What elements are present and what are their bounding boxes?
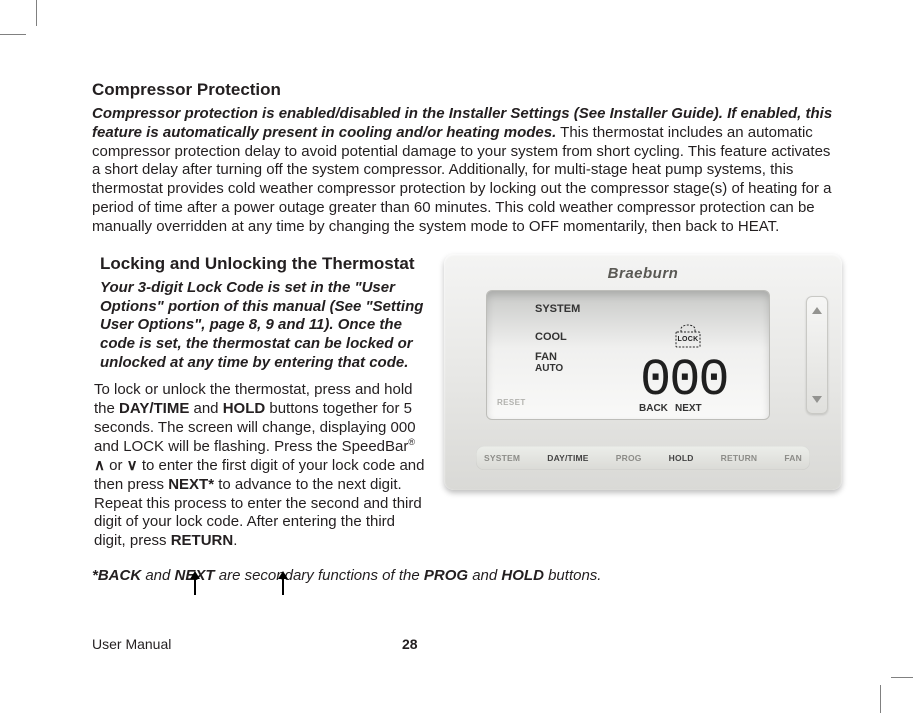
thermostat-screen: SYSTEM COOL FAN AUTO RESET BACK NEXT LOC…: [486, 290, 770, 420]
btn-return[interactable]: RETURN: [717, 448, 762, 468]
up-down-rocker[interactable]: [806, 296, 828, 414]
screen-digits: 000: [640, 351, 728, 410]
lock-text: LOCK: [676, 333, 700, 347]
lock-icon: LOCK: [671, 323, 705, 349]
thermostat-image: Braeburn SYSTEM COOL FAN AUTO RESET BACK…: [444, 254, 842, 551]
page-content: Compressor Protection Compressor protect…: [92, 80, 842, 584]
section1-heading: Compressor Protection: [92, 80, 842, 100]
footer-label: User Manual: [92, 636, 171, 652]
bottom-button-row: SYSTEM DAY/TIME PROG HOLD RETURN FAN: [476, 446, 810, 470]
callout-arrows: [191, 577, 331, 601]
btn-system[interactable]: SYSTEM: [480, 448, 524, 468]
btn-prog[interactable]: PROG: [612, 448, 646, 468]
screen-system-label: SYSTEM: [535, 303, 580, 315]
btn-fan[interactable]: FAN: [780, 448, 806, 468]
btn-daytime[interactable]: DAY/TIME: [543, 448, 592, 468]
footer: User Manual 28: [92, 636, 842, 652]
thermostat-brand: Braeburn: [608, 265, 679, 282]
footer-page: 28: [402, 636, 418, 652]
screen-reset-label: RESET: [497, 398, 526, 407]
screen-cool-label: COOL: [535, 331, 567, 343]
section2-intro: Your 3-digit Lock Code is set in the "Us…: [100, 279, 430, 372]
screen-auto-label: AUTO: [535, 363, 563, 374]
thermostat-body: Braeburn SYSTEM COOL FAN AUTO RESET BACK…: [444, 254, 842, 490]
section2-body: To lock or unlock the thermostat, press …: [94, 381, 430, 551]
section2: Locking and Unlocking the Thermostat You…: [92, 254, 842, 551]
arrow-hold: [282, 577, 284, 595]
section2-heading: Locking and Unlocking the Thermostat: [100, 254, 430, 274]
section1-body: Compressor protection is enabled/disable…: [92, 105, 842, 236]
section2-text: Locking and Unlocking the Thermostat You…: [92, 254, 430, 551]
screen-fan-label: FAN: [535, 351, 557, 363]
btn-hold[interactable]: HOLD: [665, 448, 698, 468]
arrow-daytime: [194, 577, 196, 595]
